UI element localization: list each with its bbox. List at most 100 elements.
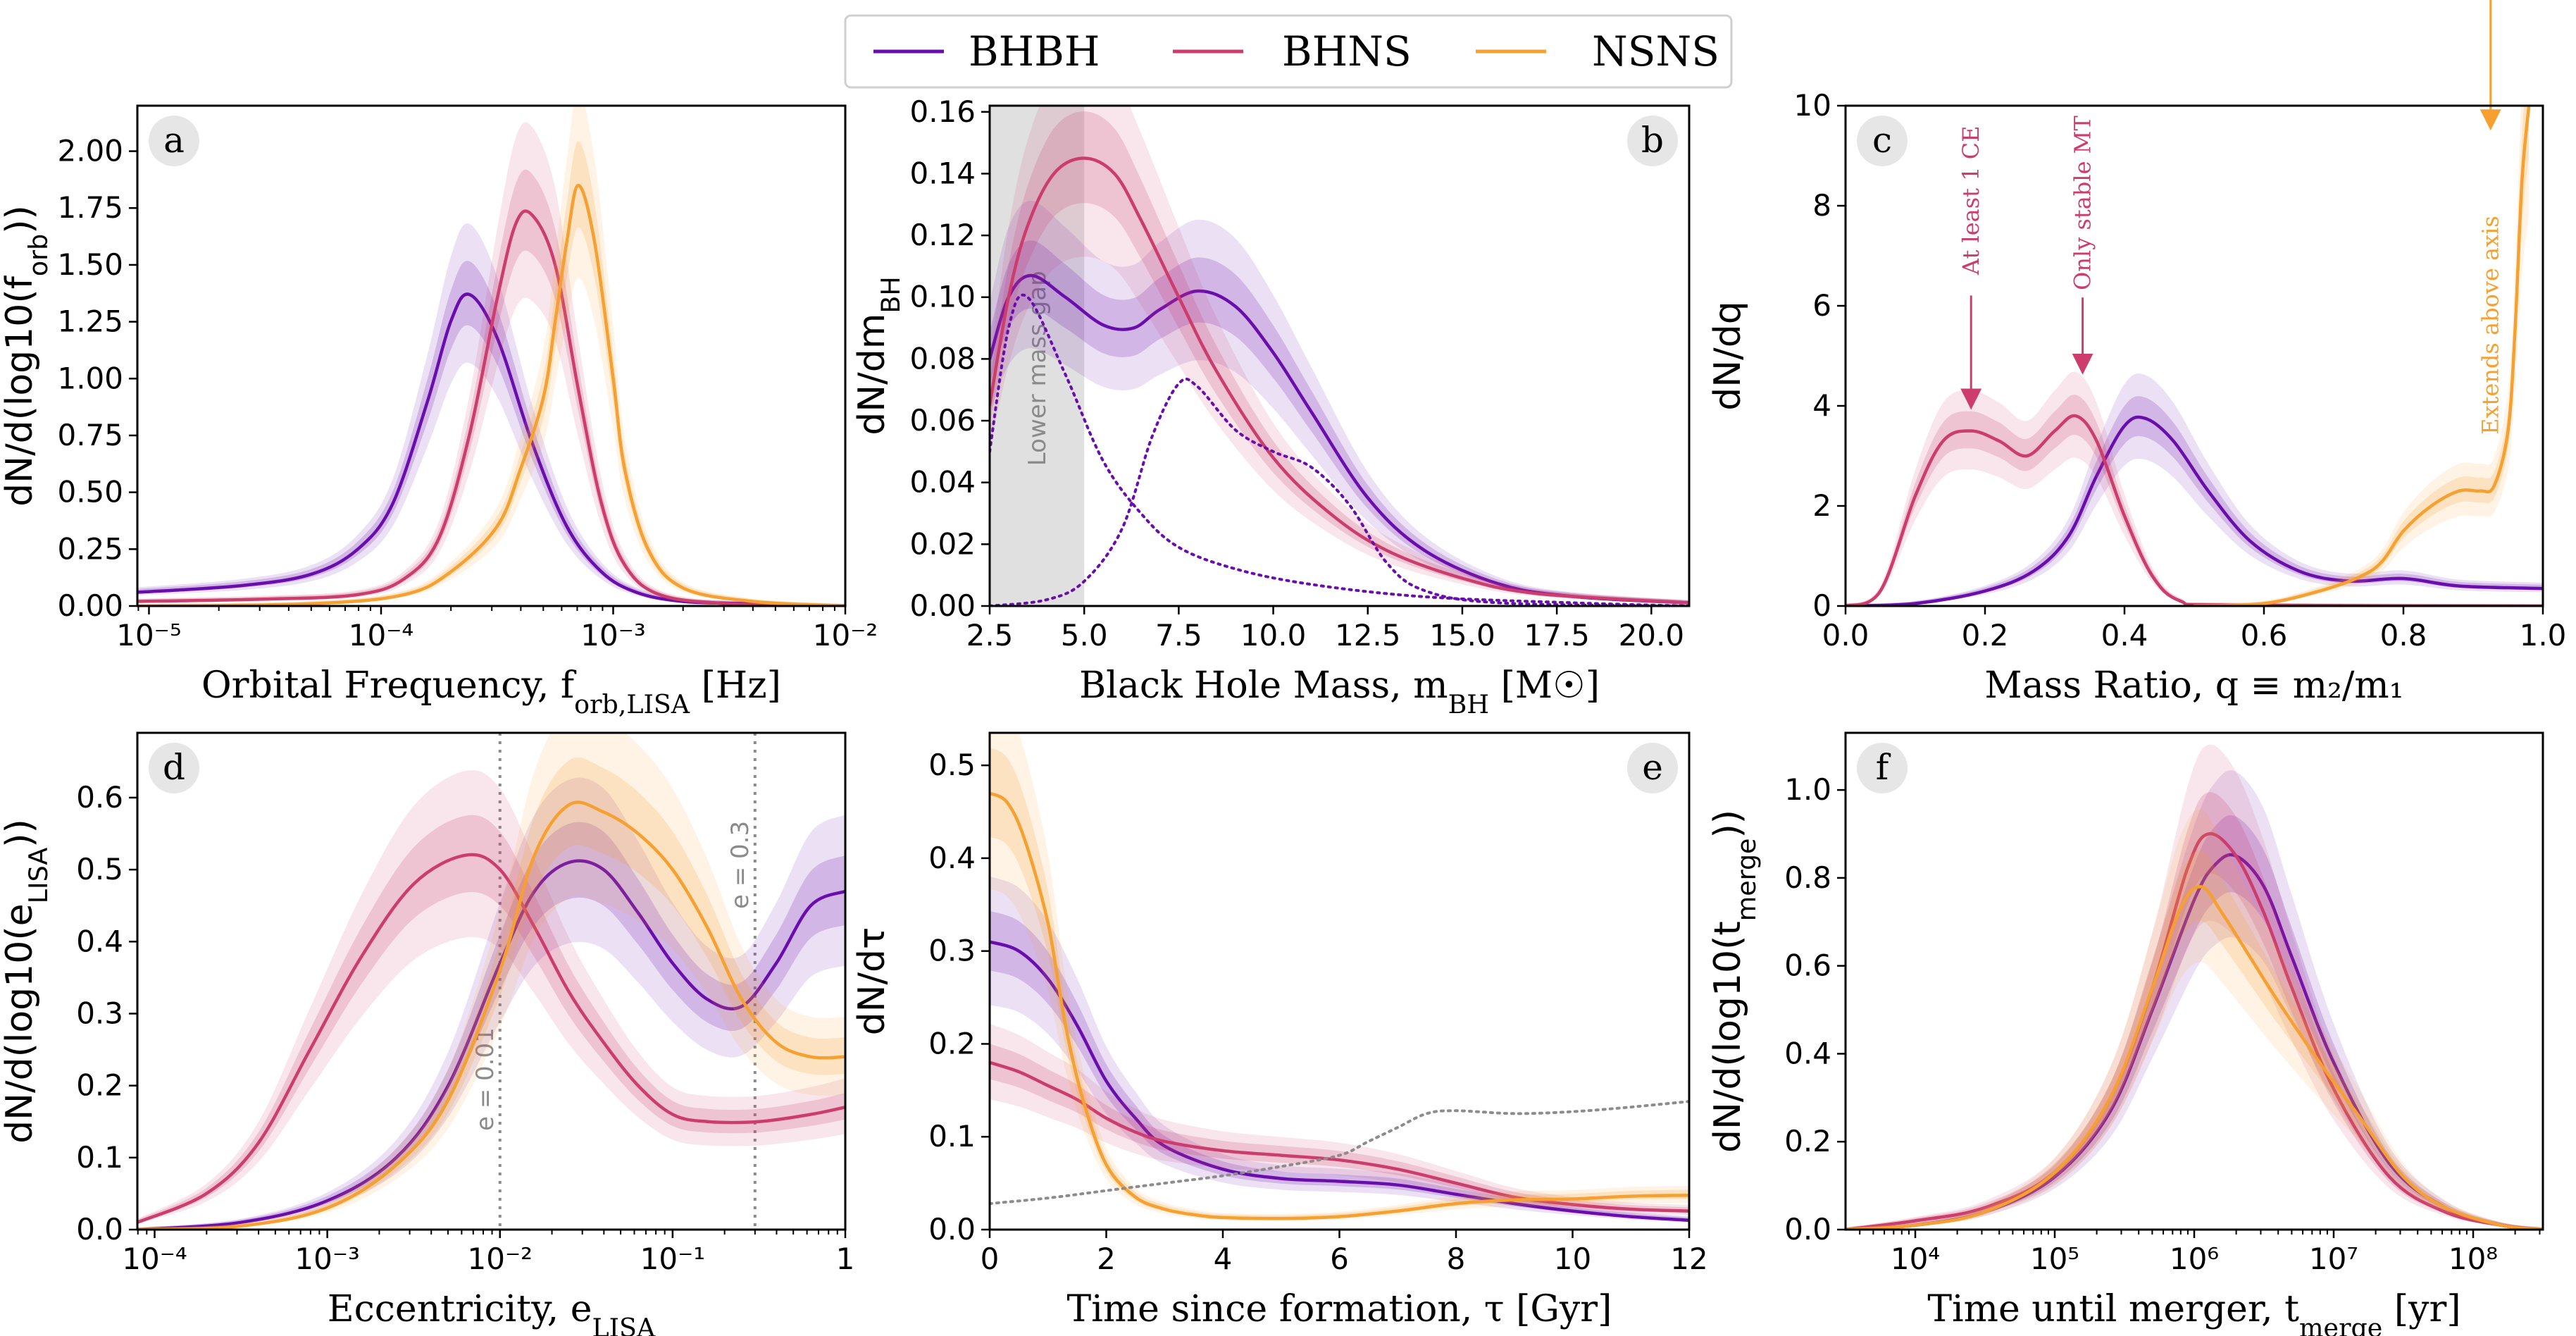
panel-e: 0 2 4 6 8 10 12 0.0 0.1 0.2 0.3 0.4 0.5 Time since fo… xyxy=(851,731,1708,1330)
y-tick-label-a-1: 0.25 xyxy=(57,531,123,566)
y-tick-label-c-2: 4 xyxy=(1812,388,1831,423)
panel-d: e = 0.01 e = 0.3 10⁻⁴ 10⁻³ 10⁻² 10⁻¹ 1 0.0 0.1 0.… xyxy=(0,731,855,1336)
x-tick-label-c-4: 0.8 xyxy=(2380,618,2427,652)
y-tick-label-d-3: 0.3 xyxy=(76,996,123,1030)
x-tick-label-b-3: 10.0 xyxy=(1240,618,1307,652)
y-tick-label-f-2: 0.4 xyxy=(1784,1036,1831,1070)
panel-badge-a xyxy=(149,116,199,166)
axes-frame-d xyxy=(136,731,847,1231)
x-tick-label-c-0: 0.0 xyxy=(1822,618,1869,652)
band-bhns-1 xyxy=(1846,395,2543,606)
legend: BHBH BHNS NSNS xyxy=(844,14,1733,89)
band-bhbh-1 xyxy=(990,910,1689,1222)
x-tick-label-a-0: 10⁻⁵ xyxy=(116,618,181,652)
panel-c: At least 1 CE Only stable MT Extends above… xyxy=(1707,0,2566,707)
y-tick-label-f-1: 0.2 xyxy=(1784,1124,1831,1158)
series-line-nsns xyxy=(990,791,1689,1220)
y-tick-label-b-0: 0.00 xyxy=(909,588,976,623)
x-tick-label-a-3: 10⁻² xyxy=(813,618,878,652)
y-tick-label-d-5: 0.5 xyxy=(76,852,123,886)
x-tick-label-e-3: 6 xyxy=(1330,1242,1349,1276)
band-bhns-1 xyxy=(1846,792,2543,1230)
y-tick-label-f-0: 0.0 xyxy=(1784,1212,1831,1247)
y-tick-label-d-6: 0.6 xyxy=(76,780,123,815)
y-tick-label-b-6: 0.12 xyxy=(909,218,976,252)
panel-label-a: a xyxy=(163,120,185,161)
x-axis-label-f: Time until merger, tmerge [yr] xyxy=(1927,1288,2460,1336)
y-tick-label-b-5: 0.10 xyxy=(909,280,976,314)
panel-label-d: d xyxy=(163,747,185,788)
y-tick-label-e-5: 0.5 xyxy=(928,748,976,782)
y-tick-label-a-5: 1.25 xyxy=(57,304,123,339)
series-line-bhns xyxy=(137,853,845,1225)
band-nsns-1 xyxy=(1846,850,2543,1230)
band-nsns-0 xyxy=(2194,106,2530,606)
y-tick-label-b-8: 0.16 xyxy=(909,94,976,129)
band-bhns-0 xyxy=(990,1023,1689,1216)
y-axis-label-e: dN/dτ xyxy=(851,927,893,1036)
band-bhbh-0 xyxy=(137,223,845,606)
x-axis-label-e: Time since formation, τ [Gyr] xyxy=(1067,1288,1612,1330)
x-tick-label-d-4: 1 xyxy=(836,1242,855,1276)
y-tick-label-c-5: 10 xyxy=(1794,88,1831,123)
plot-area-a xyxy=(137,106,845,606)
panel-label-e: e xyxy=(1642,747,1663,788)
legend-frame xyxy=(844,14,1733,89)
panel-label-f: f xyxy=(1876,747,1891,788)
panel-badge-d xyxy=(149,743,199,793)
y-tick-label-c-4: 8 xyxy=(1812,188,1831,223)
y-tick-label-a-0: 0.00 xyxy=(57,588,123,623)
series-line-bhns xyxy=(137,209,845,606)
x-tick-label-f-1: 10⁵ xyxy=(2030,1242,2079,1276)
x-tick-label-d-1: 10⁻³ xyxy=(294,1242,359,1276)
series-line-bhbh xyxy=(990,273,1689,605)
x-tick-label-e-2: 4 xyxy=(1214,1242,1233,1276)
x-tick-label-c-2: 0.4 xyxy=(2101,618,2148,652)
y-tick-label-a-3: 0.75 xyxy=(57,418,123,452)
y-tick-label-a-2: 0.50 xyxy=(57,475,123,509)
y-tick-label-e-1: 0.1 xyxy=(928,1119,976,1153)
legend-label-bhbh: BHBH xyxy=(969,27,1100,75)
series-line-bhbh xyxy=(137,859,845,1230)
x-tick-label-c-5: 1.0 xyxy=(2520,618,2567,652)
series-line-bhbh xyxy=(1846,415,2543,606)
band-bhns-0 xyxy=(990,106,1689,604)
y-axis-label-d: dN/d(log10(eLISA)) xyxy=(0,819,54,1144)
panel-badge-e xyxy=(1627,743,1678,793)
y-tick-label-d-0: 0.0 xyxy=(76,1212,123,1247)
band-bhbh-0 xyxy=(1846,770,2543,1230)
x-tick-label-d-3: 10⁻¹ xyxy=(640,1242,705,1276)
band-bhbh-0 xyxy=(990,201,1689,604)
panel-label-c: c xyxy=(1872,120,1892,161)
mass-gap-region xyxy=(990,106,1085,606)
y-tick-label-f-3: 0.6 xyxy=(1784,948,1831,983)
y-tick-label-e-2: 0.2 xyxy=(928,1026,976,1060)
band-bhns-0 xyxy=(1846,371,2543,606)
x-tick-label-a-2: 10⁻³ xyxy=(580,618,645,652)
y-tick-label-a-7: 1.75 xyxy=(57,190,123,225)
y-tick-label-a-4: 1.00 xyxy=(57,361,123,395)
y-axis-label-c: dN/dq xyxy=(1707,301,1749,410)
plot-area-b: Lower mass gap xyxy=(990,106,1689,606)
plot-area-c xyxy=(1846,106,2543,606)
x-tick-label-e-5: 10 xyxy=(1554,1242,1591,1276)
panel-label-b: b xyxy=(1641,120,1664,161)
series-line-reference-dotted-3 xyxy=(990,1100,1689,1206)
y-tick-label-c-1: 2 xyxy=(1812,488,1831,523)
panel-badge-c xyxy=(1857,116,1908,166)
band-bhbh-0 xyxy=(137,777,845,1230)
y-axis-label-b: dN/dmBH xyxy=(851,276,906,435)
legend-label-bhns: BHNS xyxy=(1282,27,1412,75)
band-bhbh-1 xyxy=(1846,815,2543,1230)
series-line-bhns xyxy=(990,1060,1689,1213)
band-bhbh-0 xyxy=(990,876,1689,1223)
x-axis-label-d: Eccentricity, eLISA xyxy=(328,1288,656,1336)
series-line-bhbh-dotted-2 xyxy=(990,293,1689,606)
x-tick-label-b-5: 15.0 xyxy=(1429,618,1495,652)
x-axis-label-a: Orbital Frequency, forb,LISA [Hz] xyxy=(201,664,781,719)
x-tick-label-f-4: 10⁸ xyxy=(2449,1242,2498,1276)
panel-badge-b xyxy=(1627,116,1678,166)
x-axis-label-c: Mass Ratio, q ≡ m₂/m₁ xyxy=(1984,664,2403,707)
legend-label-nsns: NSNS xyxy=(1592,27,1719,75)
band-bhns-1 xyxy=(990,111,1689,604)
